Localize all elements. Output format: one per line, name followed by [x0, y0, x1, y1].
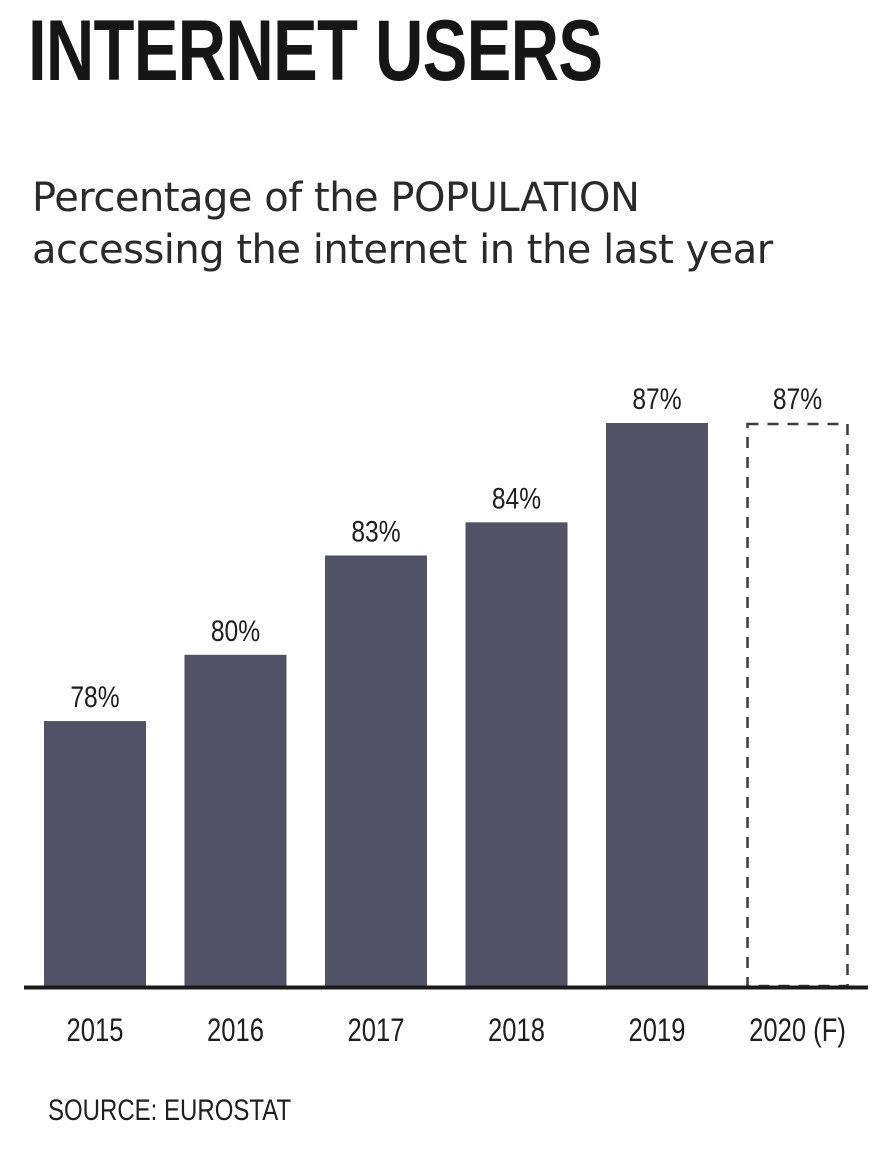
- bar: [184, 654, 287, 986]
- chart-subtitle: Percentage of the POPULATION accessing t…: [32, 172, 852, 276]
- bar: [325, 555, 427, 986]
- forecast-bar: [746, 422, 849, 988]
- bar: [44, 721, 146, 986]
- x-tick-label: 2018: [488, 1013, 545, 1048]
- bar: [606, 423, 708, 986]
- x-tick-label: 2015: [67, 1013, 124, 1048]
- x-tick-label: 2019: [629, 1013, 686, 1048]
- bar: [465, 522, 568, 986]
- source-note: SOURCE: EUROSTAT: [48, 1094, 292, 1127]
- subtitle-line-1: Percentage of the POPULATION: [32, 175, 640, 221]
- data-label: 80%: [211, 613, 260, 647]
- x-tick-label: 2016: [207, 1013, 264, 1048]
- data-label: 83%: [351, 514, 400, 548]
- x-tick-label: 2017: [348, 1013, 405, 1048]
- data-label: 78%: [70, 680, 119, 714]
- x-tick-label: 2020 (F): [749, 1013, 846, 1048]
- subtitle-line-2: accessing the internet in the last year: [32, 227, 773, 273]
- chart-title: INTERNET USERS: [28, 3, 603, 99]
- data-label: 84%: [492, 481, 541, 515]
- data-label: 87%: [632, 382, 681, 416]
- data-label: 87%: [773, 382, 822, 416]
